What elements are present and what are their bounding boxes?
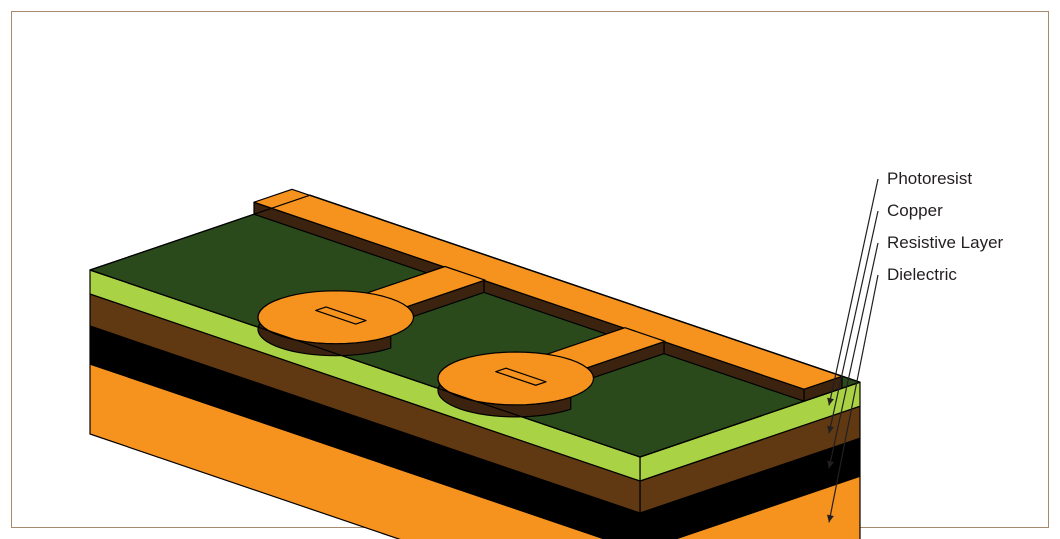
label-resistive: Resistive Layer bbox=[887, 233, 1003, 253]
label-dielectric: Dielectric bbox=[887, 265, 957, 285]
label-copper: Copper bbox=[887, 201, 943, 221]
arrow-photoresist bbox=[827, 179, 878, 405]
label-photoresist: Photoresist bbox=[887, 169, 972, 189]
